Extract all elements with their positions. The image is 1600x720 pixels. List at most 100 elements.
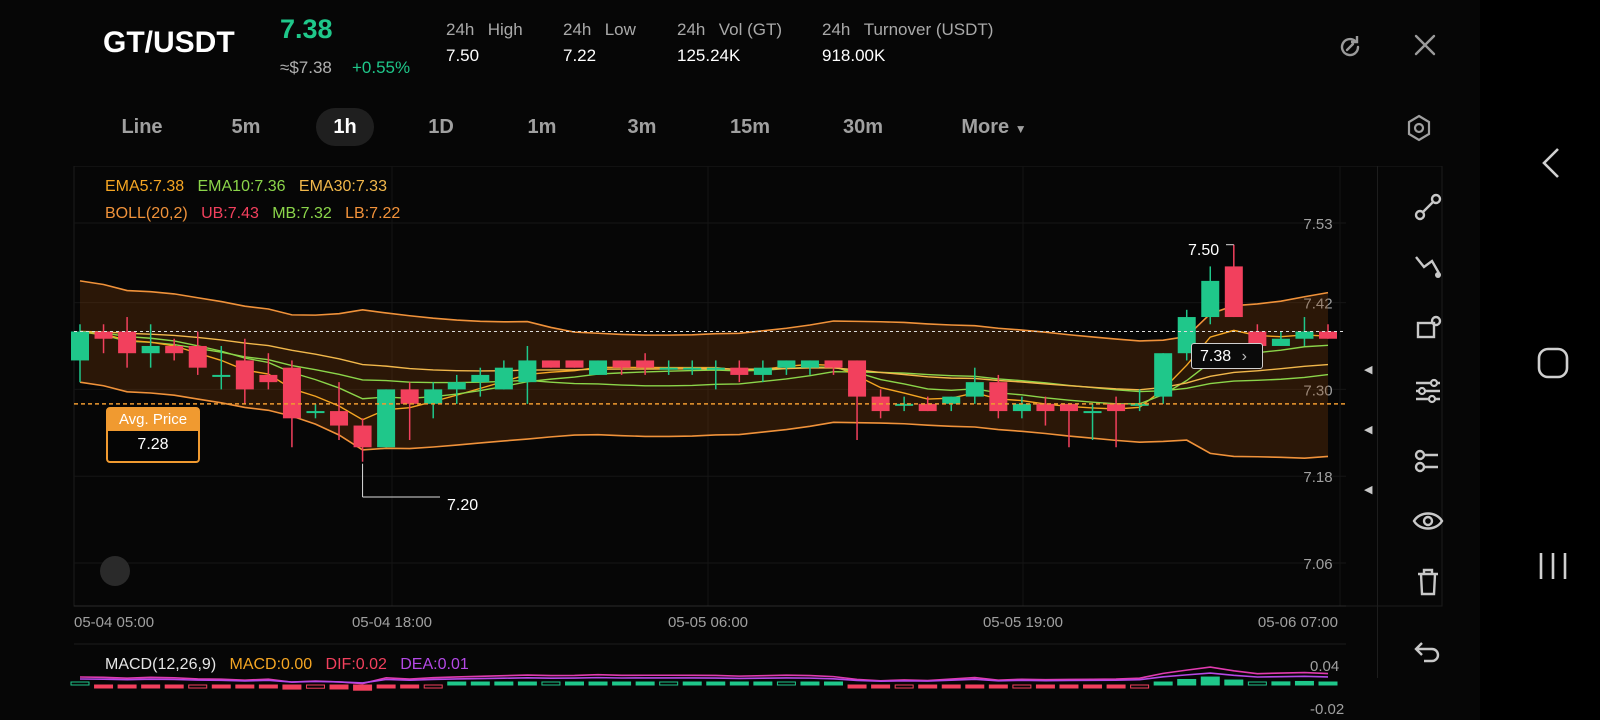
- candle-body: [918, 403, 937, 412]
- macd-legend: MACD(12,26,9) MACD:0.00 DIF:0.02 DEA:0.0…: [105, 656, 469, 674]
- candle-body: [1248, 331, 1267, 346]
- macd-histogram-bar: [776, 681, 796, 686]
- boll-mb-label: MB:7.32: [272, 205, 332, 222]
- chevron-right-icon: ›: [1241, 348, 1247, 365]
- candle-body: [1130, 403, 1149, 406]
- tab-line[interactable]: Line: [121, 116, 163, 138]
- macd-histogram-bar: [141, 684, 161, 689]
- candle-body: [541, 360, 560, 368]
- candle-body: [118, 331, 137, 354]
- x-tick-label: 05-04 05:00: [74, 614, 154, 631]
- tab-3m[interactable]: 3m: [627, 116, 657, 138]
- tab-1d[interactable]: 1D: [428, 116, 454, 138]
- y-tick-label: 7.30: [1303, 382, 1332, 399]
- candle-body: [1107, 403, 1126, 412]
- boll-band-fill: [80, 280, 1328, 459]
- tool-expand-icon: ◀: [1364, 424, 1373, 436]
- macd-histogram-bar: [329, 684, 349, 690]
- stat-label: Vol (GT): [718, 20, 783, 39]
- back-icon[interactable]: [1540, 146, 1562, 180]
- macd-histogram-bar: [305, 684, 325, 689]
- macd-histogram-bar: [470, 681, 490, 686]
- macd-histogram-bar: [423, 684, 443, 689]
- macd-histogram-bar: [188, 684, 208, 689]
- app-window: GT/USDT 7.38 ≈$7.38 +0.55% 24h High 7.50…: [0, 14, 1480, 720]
- tab-1m[interactable]: 1m: [527, 116, 557, 138]
- candle-body: [353, 425, 372, 448]
- boll-middle-line: [79, 330, 1329, 393]
- macd-axis-bottom: -0.02: [1310, 701, 1345, 718]
- macd-histogram-bar: [1153, 681, 1173, 686]
- candle-body: [942, 396, 961, 404]
- candle-body: [730, 367, 749, 375]
- x-tick-label: 05-05 06:00: [668, 614, 748, 631]
- boll-lb-label: LB:7.22: [345, 205, 401, 222]
- chart-settings-icon[interactable]: [1405, 114, 1433, 142]
- x-tick-label: 05-06 07:00: [1258, 614, 1338, 631]
- candle-body: [1154, 353, 1173, 397]
- close-icon[interactable]: [1413, 33, 1437, 57]
- ema30-label: EMA30:7.33: [298, 178, 387, 195]
- candle-body: [1295, 331, 1314, 339]
- stat-label: High: [487, 20, 523, 39]
- candle-body: [212, 374, 231, 377]
- home-icon[interactable]: [1537, 347, 1569, 379]
- ray-icon[interactable]: [1412, 251, 1444, 283]
- macd-histogram-bar: [800, 681, 820, 686]
- candle-body: [800, 360, 819, 368]
- settings-sliders-icon[interactable]: [1412, 375, 1444, 407]
- undo-icon[interactable]: [1412, 637, 1444, 669]
- macd-histogram-bar: [824, 681, 844, 686]
- macd-histogram-bar: [376, 684, 396, 689]
- macd-histogram-bar: [1106, 684, 1126, 689]
- candle-body: [965, 382, 984, 397]
- boll-legend: BOLL(20,2) UB:7.43 MB:7.32 LB:7.22: [105, 205, 400, 223]
- boll-upper-line: [79, 280, 1329, 342]
- boll-ub-label: UB:7.43: [201, 205, 259, 222]
- stat-value: 918.00K: [822, 46, 886, 65]
- stat-value: 7.50: [446, 46, 480, 65]
- stat-value: 7.22: [563, 46, 597, 65]
- y-tick-label: 7.06: [1303, 556, 1332, 573]
- tab-30m[interactable]: 30m: [842, 116, 884, 138]
- indicator-icon[interactable]: [1412, 445, 1444, 477]
- y-tick-label: 7.18: [1303, 469, 1332, 486]
- candle-body: [71, 331, 89, 361]
- rotate-icon[interactable]: [1336, 33, 1364, 61]
- tab-5m[interactable]: 5m: [231, 116, 261, 138]
- tab-more-label: More: [961, 116, 1010, 138]
- dea-line: [79, 672, 1329, 684]
- ema-legend: EMA5:7.38 EMA10:7.36 EMA30:7.33: [105, 178, 387, 196]
- candle-body: [659, 367, 678, 370]
- tab-1h[interactable]: 1h: [316, 108, 374, 146]
- current-price-tag[interactable]: 7.38 ›: [1191, 343, 1263, 369]
- pair-title[interactable]: GT/USDT: [103, 26, 235, 59]
- watermark-logo-icon: [100, 556, 130, 586]
- macd-histogram-bar: [588, 681, 608, 686]
- candle-body: [1271, 338, 1290, 346]
- macd-histogram-bar: [211, 684, 231, 689]
- macd-histogram-bar: [659, 681, 679, 686]
- candle-body: [589, 360, 608, 375]
- candle-body: [1036, 403, 1055, 412]
- stat-label: 24h: [446, 20, 475, 39]
- candle-body: [1083, 411, 1102, 414]
- tab-15m[interactable]: 15m: [729, 116, 771, 138]
- candle-body: [824, 360, 843, 368]
- macd-histogram-bar: [1294, 680, 1314, 686]
- recents-icon[interactable]: [1537, 551, 1569, 581]
- eye-icon[interactable]: [1412, 505, 1444, 537]
- candlestick-chart[interactable]: 7.53 7.42 7.30 7.18 7.06 05-04 05:00 05-04 18:…: [0, 166, 1480, 720]
- trendline-icon[interactable]: [1412, 191, 1444, 223]
- macd-histogram-bar: [258, 684, 278, 689]
- candle-body: [1319, 331, 1337, 339]
- macd-histogram-bar: [706, 681, 726, 686]
- candle-body: [447, 382, 466, 390]
- tab-more[interactable]: More ▼: [948, 108, 1040, 146]
- candle-body: [377, 389, 396, 448]
- polyline-icon[interactable]: [1412, 313, 1444, 345]
- macd-histogram-bar: [400, 684, 420, 689]
- ema30-line: [79, 330, 1329, 391]
- candle-body: [94, 331, 113, 339]
- trash-icon[interactable]: [1412, 566, 1444, 598]
